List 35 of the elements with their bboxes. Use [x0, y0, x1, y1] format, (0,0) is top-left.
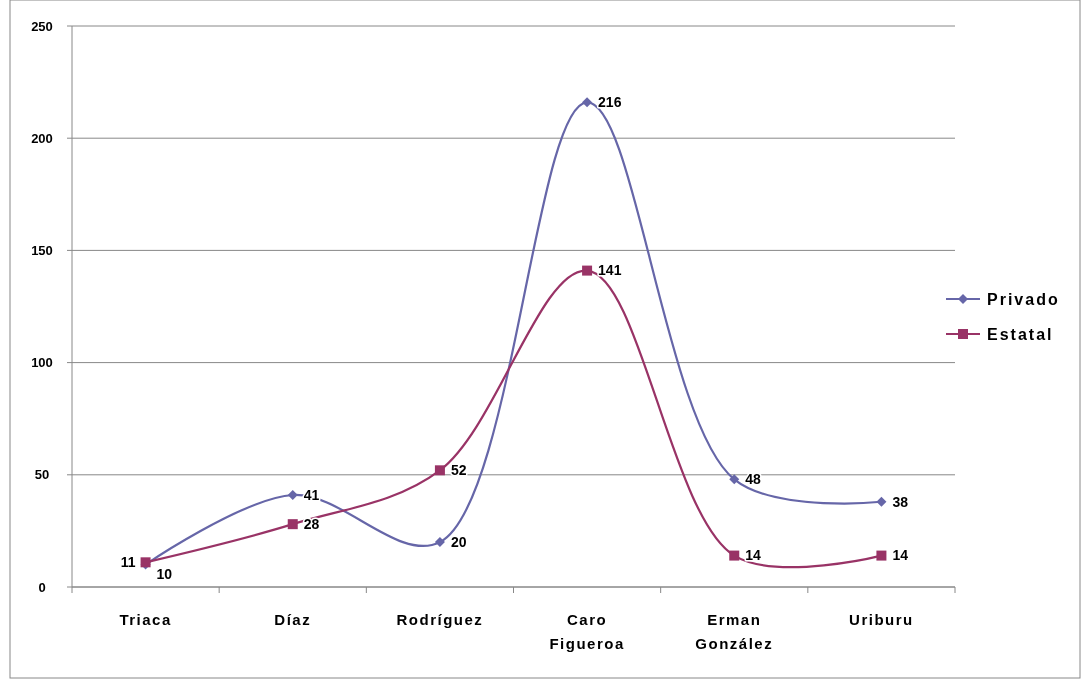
- data-label: 20: [450, 534, 467, 551]
- y-tick-label: 200: [31, 130, 53, 146]
- point: [582, 97, 593, 108]
- point: [729, 474, 740, 485]
- x-tick-label: Caro Figueroa: [549, 611, 625, 652]
- point: [876, 496, 887, 507]
- x-tick-label: Rodríguez: [396, 611, 484, 628]
- point: [434, 537, 445, 548]
- y-tick-label: 150: [31, 242, 53, 258]
- x-tick-label: Uriburu: [849, 611, 914, 628]
- point: [287, 490, 298, 500]
- legend-label: Estatal: [987, 325, 1054, 343]
- point: [287, 519, 298, 530]
- data-label: 52: [450, 462, 467, 479]
- x-tick-label: Díaz: [274, 611, 312, 628]
- data-label: 48: [745, 471, 762, 488]
- data-label: 14: [745, 547, 762, 564]
- data-label: 216: [598, 94, 622, 111]
- y-tick-label: 250: [31, 18, 53, 34]
- data-label: 28: [303, 516, 320, 533]
- x-tick-label: Erman González: [695, 611, 774, 652]
- point: [582, 265, 593, 276]
- legend-label: Privado: [987, 290, 1060, 308]
- y-tick-label: 100: [31, 355, 53, 371]
- point: [876, 550, 887, 561]
- y-tick-label: 50: [34, 467, 50, 483]
- y-tick-label: 0: [38, 579, 46, 595]
- data-label: 38: [892, 493, 909, 510]
- point: [434, 465, 445, 476]
- data-label: 14: [892, 547, 909, 564]
- data-label: 11: [120, 554, 136, 571]
- data-label: 141: [598, 262, 622, 279]
- data-label: 10: [156, 566, 173, 583]
- x-tick-label: Triaca: [119, 611, 172, 628]
- point: [729, 550, 740, 561]
